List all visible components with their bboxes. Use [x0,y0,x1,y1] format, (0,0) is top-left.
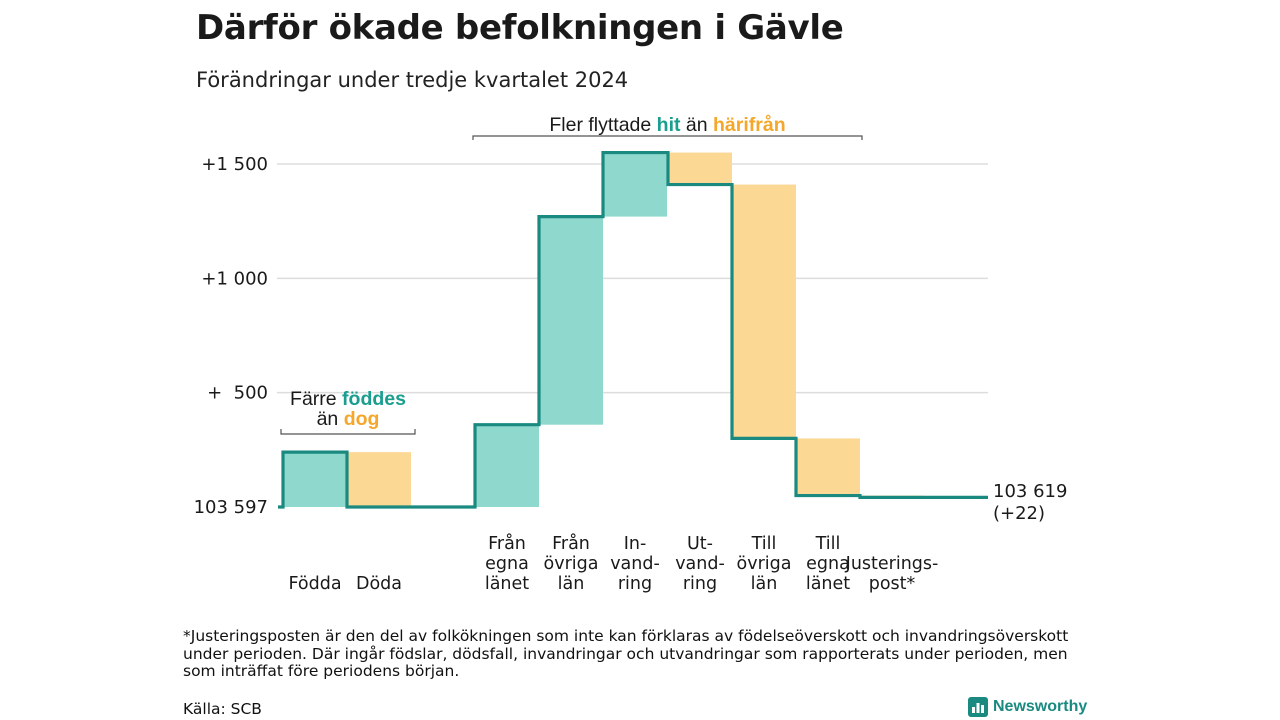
category-label: Till [815,534,841,554]
y-tick-label: + 500 [207,383,268,404]
waterfall-bar [603,152,667,217]
brand-logo: Newsworthy [968,697,1087,717]
footnote: *Justeringsposten är den del av folkökni… [183,627,1069,680]
running-total-path [278,150,988,509]
brand-name: Newsworthy [993,698,1088,715]
y-tick-label: +1 000 [201,268,268,289]
waterfall-bar [475,424,539,507]
category-label: Ut- [687,534,713,554]
births-annotation-line2: än dog [317,408,380,430]
waterfall-bar [283,452,347,507]
chart-subtitle: Förändringar under tredje kvartalet 2024 [196,68,629,92]
chart-title: Därför ökade befolkningen i Gävle [196,8,844,48]
category-label: länet [806,574,850,594]
category-label: Döda [356,574,402,594]
waterfall-bar [347,452,411,507]
category-label: ring [618,574,652,594]
category-label: egna [485,554,529,574]
category-label: Justerings- [845,554,939,574]
start-value-label: 103 597 [194,497,268,518]
end-change-label: (+22) [993,503,1045,524]
migration-bracket [472,135,863,140]
births-annotation-line1: Färre föddes [290,388,406,410]
category-label: vand- [675,554,725,574]
category-label: In- [624,534,647,554]
category-label: post* [869,574,916,594]
bars [283,152,924,507]
category-label: ring [683,574,717,594]
category-label: länet [485,574,529,594]
migration-annotation: Fler flyttade hit än härifrån [549,113,785,136]
waterfall-bar [796,438,860,496]
category-label: Från [552,533,590,554]
category-label: övriga [737,554,792,574]
category-label: övriga [544,554,599,574]
bar-chart-logo-icon [968,697,988,717]
category-label: län [751,574,778,594]
births-bracket [280,429,416,435]
end-value-label: 103 619 [993,481,1067,502]
source-credit: Källa: SCB [183,700,262,718]
category-label: Från [488,533,526,554]
category-label: Födda [288,574,341,594]
waterfall-bar [732,184,796,439]
running-total-line [278,150,988,509]
y-tick-label: +1 500 [201,154,268,175]
category-label: Till [751,534,777,554]
waterfall-bar [668,152,732,185]
category-label: vand- [610,554,660,574]
category-label: egna [806,554,850,574]
category-label: län [558,574,585,594]
waterfall-bar [539,216,603,425]
